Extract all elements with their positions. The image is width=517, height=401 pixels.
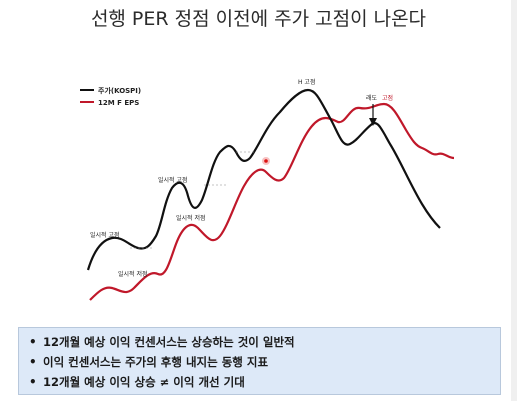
lag-label: 래도 — [366, 94, 378, 102]
eps-line — [89, 102, 455, 301]
h-peak-label: H 고점 — [298, 79, 315, 86]
bullet-text: 12개월 예상 이익 컨센서스는 상승하는 것이 일반적 — [43, 335, 295, 349]
summary-box: • 12개월 예상 이익 컨센서스는 상승하는 것이 일반적 • 이익 컨센서스… — [18, 327, 501, 395]
scrollbar[interactable] — [511, 0, 517, 401]
bullet-text: 이익 컨센서스는 주가의 후행 내지는 동행 지표 — [43, 355, 269, 369]
cursor-dot — [264, 159, 268, 163]
lag-peak-label: 고점 — [382, 95, 393, 102]
local-low-label-2: 일시적 저점 — [176, 214, 206, 222]
legend-kospi-label: 주가(KOSPI) — [98, 86, 141, 95]
local-high-label-2: 일시적 고점 — [158, 176, 188, 184]
bullet-item: • 12개월 예상 이익 상승 ≠ 이익 개선 기대 — [29, 372, 500, 392]
bullet-dot: • — [29, 375, 37, 389]
bullet-dot: • — [29, 335, 37, 349]
bullet-item: • 이익 컨센서스는 주가의 후행 내지는 동행 지표 — [29, 352, 500, 372]
bullet-item: • 12개월 예상 이익 컨센서스는 상승하는 것이 일반적 — [29, 332, 500, 352]
chart-area: 주가(KOSPI) 12M F EPS H 고점 래도 고점 일시적 고점 일시… — [80, 79, 455, 301]
legend-eps-label: 12M F EPS — [98, 99, 139, 107]
kospi-line — [86, 88, 441, 271]
slide-title: 선행 PER 정점 이전에 주가 고점이 나온다 — [90, 8, 427, 30]
bullet-dot: • — [29, 355, 37, 369]
local-low-label-1: 일시적 저점 — [118, 270, 148, 278]
bullet-text: 12개월 예상 이익 상승 ≠ 이익 개선 기대 — [43, 375, 245, 389]
local-high-label-1: 일시적 고점 — [90, 231, 120, 239]
arrow-head — [369, 118, 377, 126]
